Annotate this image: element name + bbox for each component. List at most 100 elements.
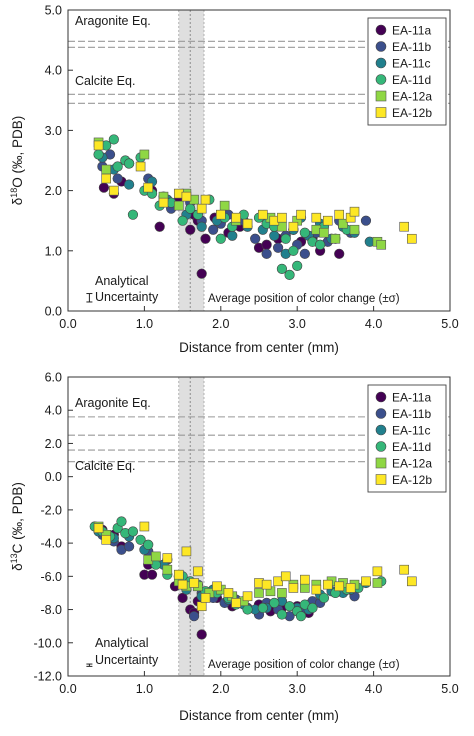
data-point-ea-11d: [307, 602, 318, 613]
legend-label: EA-12b: [392, 473, 432, 487]
data-point-ea-12b: [322, 215, 333, 226]
legend-marker: [375, 474, 387, 485]
data-point-ea-11d: [116, 516, 127, 527]
x-tick-label: 2.0: [212, 317, 229, 331]
uncertainty-label-line1: Analytical: [95, 636, 149, 650]
data-point-ea-12b: [231, 598, 241, 608]
data-point-ea-12b: [143, 182, 154, 193]
legend-box: [367, 384, 447, 493]
data-point-ea-11d: [318, 592, 330, 604]
legend: EA-11a EA-11b EA-11c EA-11d EA-12a EA-12b: [367, 384, 447, 493]
data-point-ea-12b: [177, 579, 188, 590]
data-point-ea-11d: [124, 158, 135, 169]
legend-label: EA-12b: [392, 106, 432, 120]
legend-label: EA-11b: [392, 407, 431, 421]
data-point-ea-12b: [334, 581, 345, 592]
legend-label: EA-11a: [392, 24, 431, 38]
legend-label: EA-11c: [392, 57, 430, 71]
data-point-ea-11a: [334, 248, 345, 259]
y-label-superscript: 18: [9, 188, 19, 198]
x-tick-label: 3.0: [289, 317, 306, 331]
data-point-ea-12b: [399, 221, 409, 232]
legend-marker: [375, 41, 387, 52]
legend-marker: [375, 107, 387, 118]
aragonite-eq-label: Aragonite Eq.: [75, 396, 151, 410]
data-point-ea-11d: [257, 602, 268, 613]
data-point-ea-12b: [196, 601, 207, 612]
legend-marker: [375, 74, 387, 85]
color-change-label: Average position of color change (±σ): [208, 659, 400, 671]
data-point-ea-11a: [185, 224, 196, 235]
legend-marker: [375, 90, 387, 102]
data-point-ea-12a: [219, 200, 230, 211]
y-tick-label: 0.0: [45, 305, 62, 319]
data-point-ea-11d: [135, 534, 146, 545]
data-point-ea-12b: [216, 209, 226, 220]
data-point-ea-12a: [101, 164, 111, 175]
x-tick-label: 4.0: [365, 682, 382, 696]
data-point-ea-12b: [189, 578, 199, 588]
x-axis-label: Distance from center (mm): [179, 708, 339, 723]
y-tick-label: 5.0: [45, 4, 62, 18]
y-tick-label: -2.0: [40, 503, 62, 517]
data-point-ea-11a: [154, 221, 165, 232]
data-point-ea-11d: [177, 215, 188, 226]
data-point-ea-12b: [200, 593, 211, 603]
legend-label: EA-11d: [392, 73, 431, 87]
y-label-superscript: 13: [9, 553, 19, 563]
data-point-ea-12b: [288, 221, 299, 232]
legend-label: EA-11b: [392, 40, 431, 54]
data-point-ea-12a: [277, 588, 287, 598]
data-point-ea-12b: [109, 185, 119, 196]
data-point-ea-11d: [288, 245, 299, 256]
panel-top-d18o: Aragonite Eq. Calcite Eq. 0.0 1.0 2.0 3.0 4.0 5…: [9, 4, 459, 356]
y-tick-label: 4.0: [45, 404, 62, 418]
data-point-ea-12b: [399, 564, 409, 575]
aragonite-eq-label: Aragonite Eq.: [75, 14, 151, 28]
color-change-band: [178, 377, 204, 676]
panel-bottom-d13c: Aragonite Eq. Calcite Eq. 0.0 1.0 2.0 3.0 4.0 5…: [9, 371, 459, 724]
y-tick-label: 0.0: [45, 470, 62, 484]
data-point-ea-12b: [242, 591, 253, 602]
x-tick-label: 3.0: [289, 682, 306, 696]
data-point-ea-11d: [93, 149, 104, 160]
data-point-ea-11a: [196, 629, 207, 640]
y-axis-label: δ13C (‰, PDB): [9, 482, 25, 571]
data-point-ea-11d: [276, 263, 288, 274]
calcite-eq-label: Calcite Eq.: [75, 459, 135, 473]
data-point-ea-12a: [139, 149, 150, 160]
data-point-ea-12b: [223, 588, 234, 598]
y-label-rest: C (‰, PDB): [10, 482, 25, 553]
plot-frame: [67, 9, 451, 312]
x-tick-label: 0.0: [59, 317, 76, 331]
data-point-ea-12a: [254, 588, 264, 598]
data-point-ea-11d: [112, 161, 123, 172]
x-tick-label: 1.0: [136, 682, 153, 696]
x-tick-label: 1.0: [136, 317, 153, 331]
legend-marker: [375, 441, 387, 452]
data-point-ea-11d: [292, 260, 303, 271]
x-axis-label: Distance from center (mm): [179, 340, 339, 355]
data-point-ea-12b: [277, 212, 287, 223]
data-point-ea-12a: [372, 578, 383, 588]
data-point-ea-11b: [124, 541, 135, 552]
y-tick-label: 2.0: [45, 184, 62, 198]
color-change-label: Average position of color change (±σ): [208, 293, 400, 305]
data-point-ea-12b: [280, 571, 291, 582]
data-point-ea-11c: [227, 230, 238, 241]
data-point-ea-11d: [315, 239, 326, 250]
data-point-ea-11b: [208, 224, 219, 235]
data-point-ea-11a: [200, 233, 211, 244]
data-point-ea-12a: [349, 224, 360, 235]
data-point-ea-11a: [196, 268, 207, 279]
data-point-ea-12b: [196, 203, 207, 214]
data-point-ea-12b: [139, 521, 150, 532]
x-tick-label: 4.0: [365, 317, 382, 331]
legend-label: EA-11c: [392, 424, 430, 438]
data-point-ea-11d: [280, 233, 291, 244]
legend-label: EA-11a: [392, 391, 431, 405]
data-point-ea-12b: [296, 209, 306, 220]
data-point-ea-12b: [311, 584, 322, 595]
data-point-ea-11c: [124, 179, 135, 190]
